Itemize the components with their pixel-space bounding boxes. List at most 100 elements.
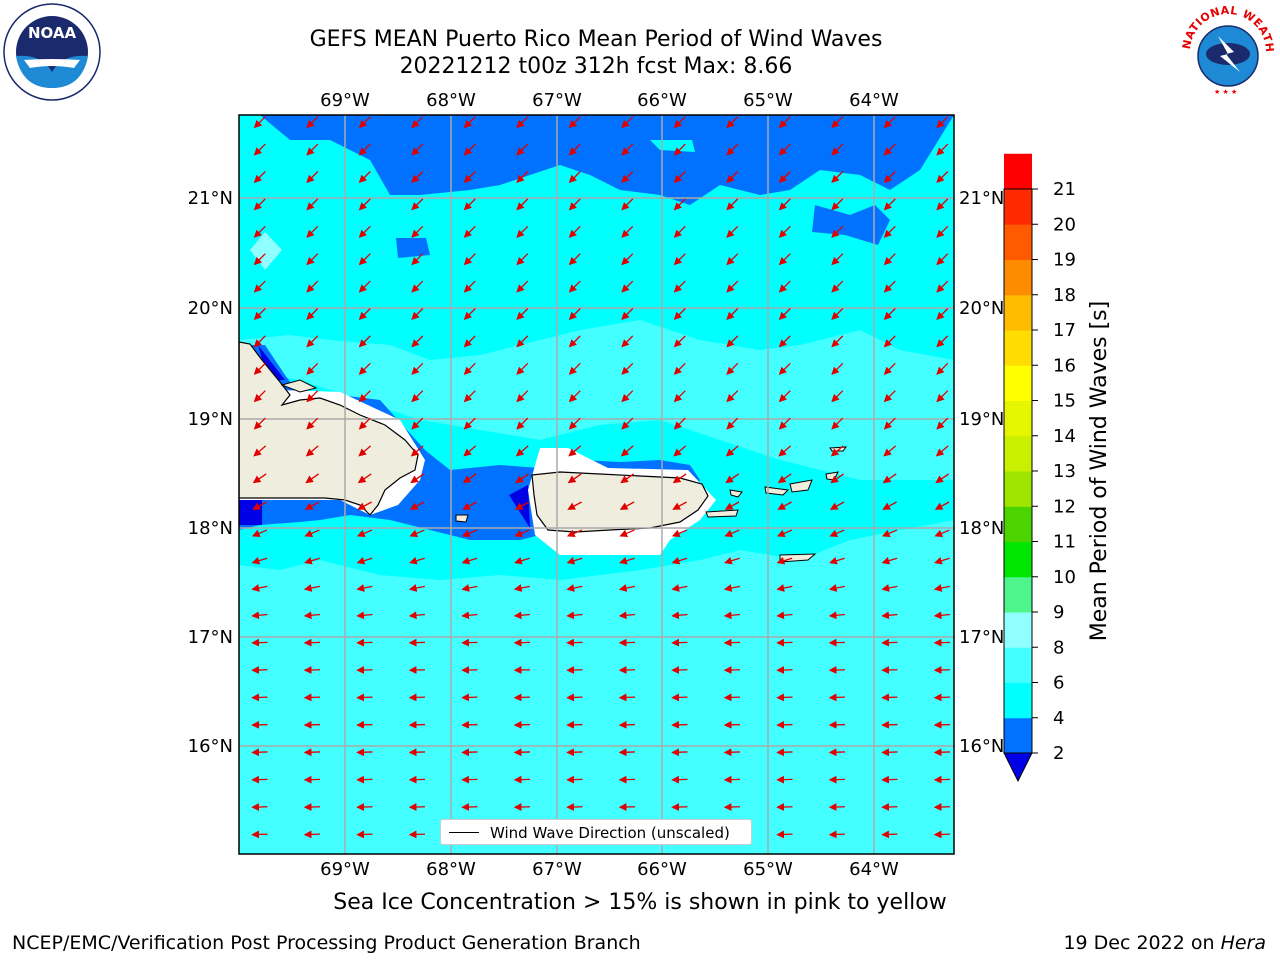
- wave-direction-arrow: [251, 638, 268, 647]
- nws-logo-icon: NATIONAL WEATHER SERVICE ★ ★ ★: [1178, 2, 1276, 98]
- wave-direction-arrow: [303, 775, 321, 784]
- culebra-island: [729, 489, 743, 498]
- wave-direction-arrow: [253, 198, 266, 211]
- wave-direction-arrow: [933, 775, 951, 784]
- wave-direction-arrow: [515, 445, 529, 457]
- wave-direction-arrow: [356, 611, 373, 620]
- wave-direction-arrow: [306, 335, 319, 348]
- wave-direction-arrow: [723, 611, 741, 620]
- wave-direction-arrow: [358, 417, 371, 430]
- wave-direction-arrow: [303, 584, 320, 592]
- wave-direction-arrow: [253, 171, 266, 184]
- wave-direction-arrow: [723, 720, 741, 729]
- host-name: Hera: [1220, 932, 1266, 954]
- wave-direction-arrow: [723, 584, 740, 592]
- wave-direction-arrow: [831, 225, 844, 238]
- wave-direction-arrow: [568, 362, 581, 375]
- wave-direction-arrow: [251, 775, 268, 784]
- wave-direction-arrow: [936, 225, 949, 238]
- wave-direction-arrow: [934, 556, 950, 565]
- wave-direction-arrow: [621, 198, 634, 211]
- wave-direction-arrow: [831, 253, 844, 266]
- wave-direction-arrow: [831, 417, 844, 430]
- date-text: 19 Dec 2022 on Hera: [1063, 932, 1266, 954]
- wave-direction-arrow: [673, 445, 687, 457]
- colorbar-bin: [1004, 365, 1032, 401]
- wave-direction-arrow: [828, 803, 846, 811]
- wave-direction-arrow: [726, 116, 739, 129]
- wave-direction-arrow: [933, 666, 951, 674]
- wave-direction-arrow: [358, 225, 371, 238]
- wave-direction-arrow: [776, 556, 793, 565]
- wave-direction-arrow: [461, 748, 478, 757]
- wave-direction-arrow: [936, 198, 949, 211]
- wave-direction-arrow: [881, 693, 898, 702]
- wave-direction-arrow: [776, 666, 793, 674]
- wave-direction-arrow: [303, 693, 321, 702]
- wave-direction-arrow: [883, 253, 896, 266]
- wave-direction-arrow: [409, 556, 425, 565]
- wave-direction-arrow: [566, 693, 583, 702]
- wave-direction-arrow: [251, 693, 268, 702]
- noaa-logo-text: NOAA: [28, 24, 77, 42]
- wave-direction-arrow: [671, 748, 688, 757]
- wave-direction-arrow: [567, 473, 582, 484]
- wave-direction-arrow: [883, 417, 896, 430]
- wave-direction-arrow: [253, 225, 266, 238]
- wave-direction-arrow: [726, 171, 739, 184]
- wave-direction-arrow: [566, 775, 583, 784]
- wave-direction-arrow: [881, 529, 898, 537]
- wave-direction-arrow: [358, 171, 371, 184]
- wave-direction-arrow: [776, 529, 793, 537]
- wave-direction-arrow: [778, 417, 791, 430]
- lat-label-right: 18°N: [959, 518, 1004, 539]
- colorbar-tick-label: 2: [1053, 743, 1064, 764]
- wave-direction-arrow: [304, 501, 320, 510]
- wave-direction-arrow: [621, 171, 634, 184]
- wave-direction-arrow: [934, 529, 950, 537]
- wave-direction-arrow: [933, 693, 951, 702]
- wave-direction-arrow: [356, 529, 373, 537]
- wave-direction-arrow: [566, 584, 583, 592]
- lon-label-bottom: 65°W: [743, 859, 793, 880]
- wave-direction-arrow: [723, 748, 741, 757]
- wave-direction-arrow: [881, 720, 898, 729]
- wave-direction-arrow: [568, 308, 581, 321]
- wave-direction-arrow: [463, 253, 476, 266]
- wave-direction-arrow: [881, 666, 898, 674]
- wave-direction-arrow: [514, 529, 530, 537]
- lat-label-right: 20°N: [959, 298, 1004, 319]
- wave-direction-arrow: [358, 116, 371, 129]
- wave-direction-arrow: [516, 253, 529, 266]
- wave-direction-arrow: [516, 362, 529, 375]
- wave-direction-arrow: [726, 253, 739, 266]
- date-prefix: 19 Dec 2022 on: [1063, 932, 1221, 954]
- wave-direction-arrow: [883, 335, 896, 348]
- wave-direction-arrow: [513, 584, 530, 592]
- wave-direction-arrow: [881, 803, 898, 811]
- wave-direction-arrow: [723, 666, 741, 674]
- lon-label-top: 67°W: [532, 90, 582, 111]
- wave-direction-arrow: [619, 501, 635, 510]
- wave-direction-arrow: [358, 308, 371, 321]
- lat-labels-left: 21°N 20°N 19°N 18°N 17°N 16°N: [188, 188, 233, 757]
- colorbar-tick-label: 21: [1053, 179, 1076, 200]
- wave-direction-arrow: [778, 116, 791, 129]
- wave-direction-arrow: [463, 308, 476, 321]
- wave-direction-arrow: [778, 280, 791, 293]
- wave-direction-arrow: [724, 556, 740, 565]
- wave-direction-arrow: [568, 253, 581, 266]
- wave-direction-arrow: [461, 529, 478, 537]
- wave-direction-arrow: [356, 720, 373, 729]
- wave-direction-arrow: [408, 584, 425, 592]
- wave-direction-arrow: [461, 803, 478, 811]
- lon-labels-top: 69°W 68°W 67°W 66°W 65°W 64°W: [320, 90, 899, 111]
- wave-direction-arrow: [618, 748, 636, 757]
- wave-direction-arrow: [306, 362, 319, 375]
- colorbar-tick-label: 6: [1053, 673, 1064, 694]
- wave-direction-arrow: [358, 198, 371, 211]
- lat-label-left: 17°N: [188, 627, 233, 648]
- wave-direction-arrow: [778, 445, 792, 457]
- wave-direction-arrow: [461, 556, 478, 565]
- wave-direction-arrow: [568, 280, 581, 293]
